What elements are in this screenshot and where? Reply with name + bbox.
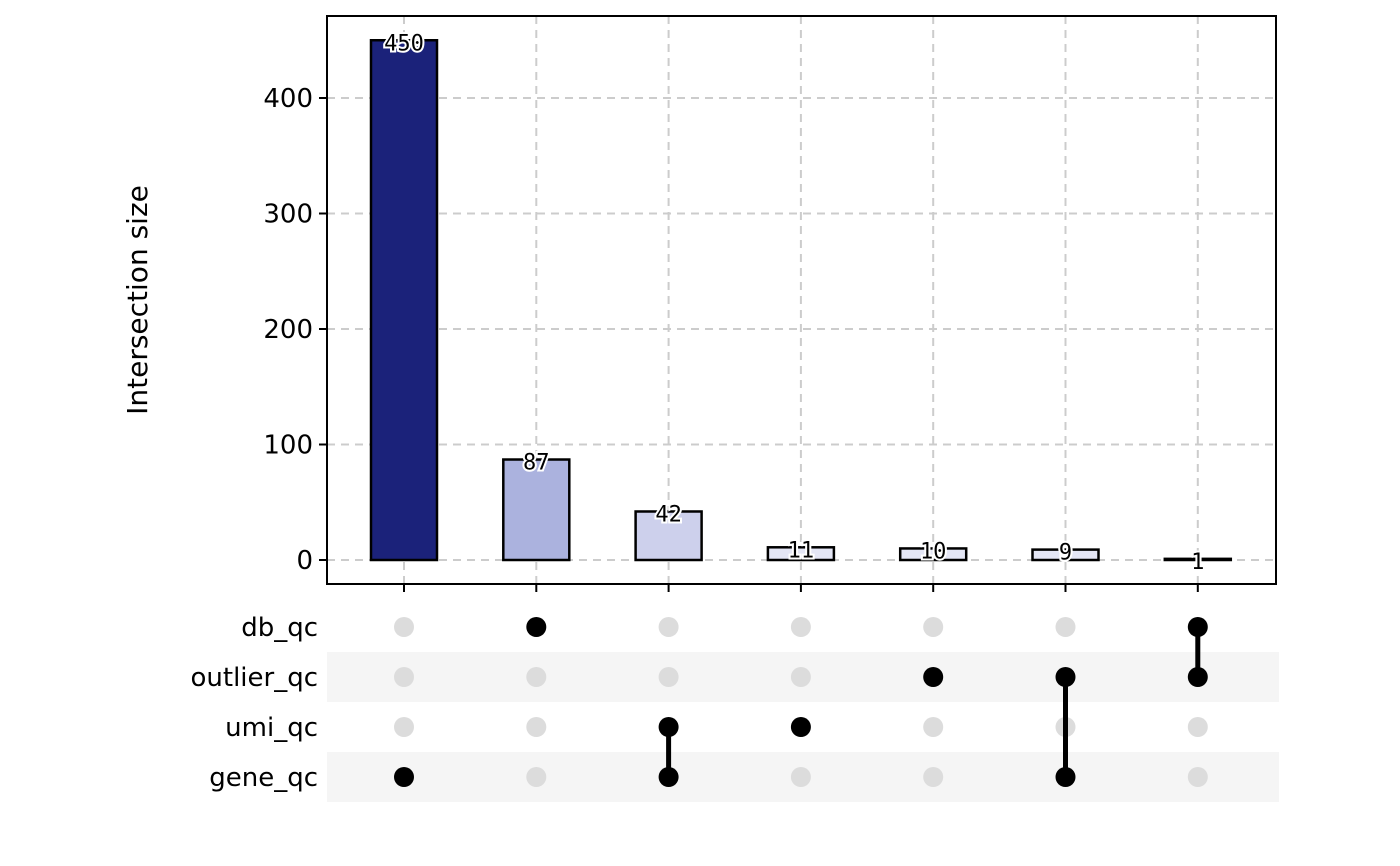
grid-lines	[327, 16, 1276, 584]
bar	[1031, 548, 1100, 562]
matrix-dot-active	[394, 767, 414, 787]
bar-value-label: 87	[523, 451, 550, 476]
bar-value-label: 42	[655, 502, 682, 527]
matrix-dot-active	[1055, 767, 1076, 787]
matrix-dot-inactive	[790, 617, 811, 637]
matrix-dot-inactive	[394, 617, 414, 637]
matrix-dot-inactive	[1055, 617, 1076, 637]
bar	[766, 546, 836, 562]
matrix-dot-inactive	[923, 717, 944, 737]
matrix-dot-inactive	[790, 667, 811, 687]
matrix-dot-active	[658, 717, 679, 737]
y-tick-label: 100	[263, 431, 313, 461]
matrix-dot-inactive	[923, 617, 944, 637]
set-labels: db_qc outlier_qc umi_qc gene_qc	[190, 613, 318, 793]
y-tick-label: 200	[263, 315, 313, 345]
matrix-dot-inactive	[1187, 717, 1208, 737]
bar	[1163, 557, 1233, 562]
bar-value-label: 11	[788, 538, 815, 563]
bar-value-label: 1	[1191, 550, 1204, 575]
intersection-matrix	[394, 617, 1208, 787]
set-label-umi-qc: umi_qc	[225, 713, 318, 743]
bar	[369, 39, 439, 562]
matrix-dot-active	[790, 717, 811, 737]
matrix-dot-active	[923, 667, 944, 687]
matrix-dot-inactive	[790, 767, 811, 787]
bar	[634, 510, 703, 562]
matrix-dot-active	[1187, 667, 1208, 687]
bar-value-label: 450	[384, 31, 424, 56]
matrix-dot-active	[526, 617, 547, 637]
matrix-dot-inactive	[394, 717, 414, 737]
matrix-dot-inactive	[526, 667, 547, 687]
set-label-gene-qc: gene_qc	[209, 763, 318, 793]
matrix-dot-active	[1055, 667, 1076, 687]
matrix-dot-inactive	[526, 767, 547, 787]
matrix-dot-active	[1187, 617, 1208, 637]
y-axis-title: Intersection size	[121, 185, 154, 415]
matrix-dot-active	[658, 767, 679, 787]
bar-labels: 450 87 42 11 10 9 1	[382, 29, 1206, 577]
matrix-dot-inactive	[658, 667, 679, 687]
matrix-dot-inactive	[394, 667, 414, 687]
bar-value-label: 9	[1059, 541, 1072, 566]
y-tick-label: 300	[263, 200, 313, 230]
set-label-db-qc: db_qc	[241, 613, 318, 643]
matrix-dot-inactive	[658, 617, 679, 637]
y-tick-label: 0	[296, 546, 313, 576]
matrix-dot-inactive	[526, 717, 547, 737]
set-label-outlier-qc: outlier_qc	[190, 663, 318, 693]
matrix-dot-inactive	[923, 767, 944, 787]
bar	[502, 458, 571, 562]
y-axis: 0 100 200 300 400	[263, 84, 327, 576]
bar-value-label: 10	[920, 539, 947, 564]
matrix-dot-inactive	[1187, 767, 1208, 787]
y-tick-label: 400	[263, 84, 313, 114]
x-axis-ticks	[403, 584, 1199, 592]
bar	[898, 547, 968, 562]
bars	[369, 39, 1233, 562]
